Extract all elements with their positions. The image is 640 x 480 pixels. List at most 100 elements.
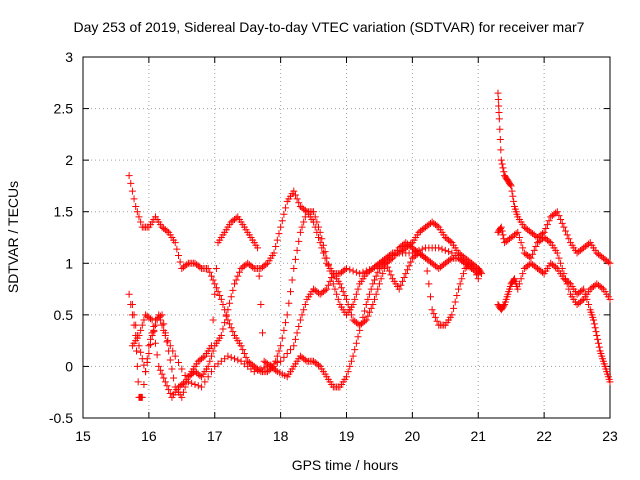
data-point-marker [606, 259, 614, 267]
data-point-marker [384, 263, 392, 271]
data-point-marker [285, 299, 293, 307]
data-point-marker [273, 236, 281, 244]
data-point-marker [356, 326, 364, 334]
data-point-marker [422, 254, 430, 262]
data-point-marker [298, 223, 306, 231]
data-point-marker [347, 357, 355, 365]
data-point-marker [514, 228, 522, 236]
data-point-marker [397, 281, 405, 289]
data-point-marker [552, 263, 560, 271]
data-point-marker [428, 306, 436, 314]
x-tick-label: 17 [207, 428, 223, 444]
data-point-marker [301, 356, 309, 364]
data-point-marker [296, 316, 304, 324]
data-point-marker [395, 285, 403, 293]
data-point-marker [555, 212, 563, 220]
data-point-marker [204, 264, 212, 272]
data-point-marker [168, 365, 176, 373]
data-point-marker [364, 295, 372, 303]
data-point-marker [175, 359, 183, 367]
data-point-marker [290, 264, 298, 272]
data-point-marker [188, 379, 196, 387]
data-point-marker [219, 301, 227, 309]
data-point-marker [295, 199, 303, 207]
x-axis-label: GPS time / hours [292, 457, 399, 473]
data-point-marker [219, 325, 227, 333]
data-point-marker [423, 267, 431, 275]
data-point-marker [222, 312, 230, 320]
data-point-marker [161, 378, 169, 386]
data-point-marker [224, 352, 232, 360]
data-point-marker [438, 245, 446, 253]
data-point-marker [300, 306, 308, 314]
data-point-marker [495, 102, 503, 110]
data-point-marker [175, 252, 183, 260]
data-point-marker [216, 292, 224, 300]
data-point-marker [150, 326, 158, 334]
data-point-marker [234, 356, 242, 364]
data-point-marker [407, 258, 415, 266]
x-tick-label: 21 [470, 428, 486, 444]
data-point-marker [473, 271, 481, 279]
data-point-marker [370, 276, 378, 284]
data-point-marker [359, 313, 367, 321]
data-point-marker [543, 221, 551, 229]
data-point-marker [207, 342, 215, 350]
data-point-marker [336, 280, 344, 288]
data-point-marker [278, 217, 286, 225]
data-point-marker [209, 316, 217, 324]
data-point-marker [598, 284, 606, 292]
data-point-marker [369, 301, 377, 309]
data-point-marker [352, 290, 360, 298]
grid-lines [83, 57, 610, 418]
data-point-marker [293, 246, 301, 254]
data-point-marker [506, 181, 514, 189]
data-point-marker [387, 271, 395, 279]
data-point-marker [459, 270, 467, 278]
data-point-marker [313, 228, 321, 236]
data-point-marker [206, 268, 214, 276]
data-point-marker [346, 306, 354, 314]
data-point-marker [433, 222, 441, 230]
data-point-marker [267, 361, 275, 369]
data-point-marker [283, 311, 291, 319]
data-point-marker [237, 342, 245, 350]
data-point-marker [331, 285, 339, 293]
data-point-marker [232, 276, 240, 284]
data-point-marker [163, 227, 171, 235]
data-point-marker [134, 378, 142, 386]
data-point-marker [590, 316, 598, 324]
data-point-marker [594, 335, 602, 343]
data-point-marker [530, 246, 538, 254]
data-point-marker [496, 136, 504, 144]
data-point-marker [217, 295, 225, 303]
data-point-marker [315, 361, 323, 369]
data-point-marker [408, 249, 416, 257]
data-point-marker [321, 248, 329, 256]
data-point-marker [160, 374, 168, 382]
data-point-marker [138, 393, 146, 401]
data-point-marker [301, 206, 309, 214]
data-point-marker [585, 240, 593, 248]
data-point-marker [519, 270, 527, 278]
chart-title: Day 253 of 2019, Sidereal Day-to-day VTE… [74, 19, 585, 35]
data-point-marker [156, 316, 164, 324]
data-point-marker [132, 321, 140, 329]
x-tick-label: 20 [405, 428, 421, 444]
data-point-marker [133, 347, 141, 355]
x-tick-label: 19 [339, 428, 355, 444]
data-point-marker [560, 223, 568, 231]
data-point-marker [324, 281, 332, 289]
data-point-marker [275, 230, 283, 238]
data-point-marker [562, 227, 570, 235]
data-point-marker [555, 254, 563, 262]
data-point-marker [176, 258, 184, 266]
data-point-marker [545, 237, 553, 245]
data-point-marker [273, 359, 281, 367]
data-point-marker [272, 243, 280, 251]
data-point-marker [372, 272, 380, 280]
series-sat-d [128, 244, 482, 391]
data-point-marker [145, 350, 153, 358]
data-point-marker [448, 311, 456, 319]
data-point-marker [127, 179, 135, 187]
